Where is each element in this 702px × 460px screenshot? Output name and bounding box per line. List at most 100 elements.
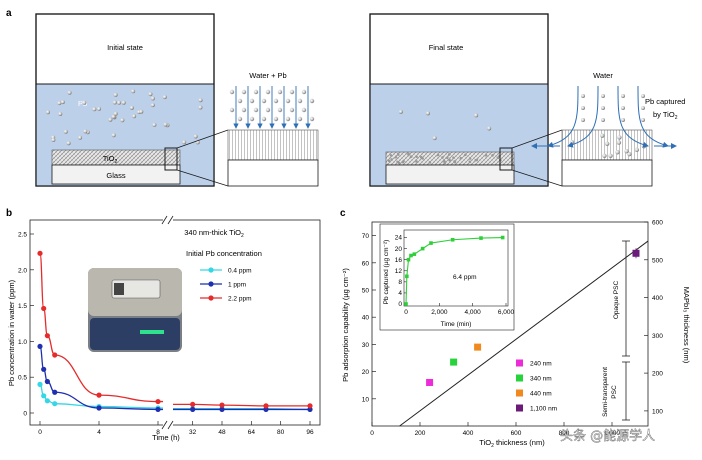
glass-label: Glass [106, 171, 125, 180]
captured-particle [447, 153, 451, 156]
pb-particle [265, 107, 271, 113]
pb-particle [121, 100, 126, 105]
y2-tick-label: 500 [652, 257, 663, 264]
data-point-1 ppm [37, 343, 43, 350]
y-tick-label: 60 [362, 260, 370, 267]
zoom-line-top [176, 129, 229, 149]
axis-break-mark [161, 215, 168, 225]
inset-ylabel: Pb captured (µg cm⁻²) [383, 240, 390, 305]
pb-particle [241, 89, 247, 95]
panel-label-a: a [6, 8, 12, 19]
inset-x-tick-label: 4,000 [465, 309, 482, 316]
data-point-2.2 ppm [41, 305, 47, 312]
captured-particle [468, 160, 472, 164]
data-point-0.4 ppm [37, 381, 43, 387]
data-point-2.2 ppm [44, 333, 50, 339]
chart-c-frame [371, 221, 649, 427]
pb-particle [57, 101, 62, 106]
legend-marker-240 nm [516, 359, 523, 367]
data-point-1 ppm [190, 406, 196, 413]
inset-data-point [405, 274, 409, 279]
pb-particle [487, 126, 492, 131]
final-state-beaker: Final state [369, 13, 563, 187]
pb-particle [301, 107, 307, 113]
inset-y-tick-label: 4 [398, 290, 402, 297]
zoom-line-bottom-final [511, 169, 563, 187]
pb-particle [111, 133, 116, 138]
legend-label: 440 nm [530, 391, 552, 398]
watermark: 头条 @能源学人 [560, 428, 655, 444]
pb-particle [150, 96, 155, 101]
legend-marker-0.4 ppm [208, 267, 214, 273]
pb-particle [425, 111, 430, 116]
pb-captured-label-1: Pb captured [645, 97, 685, 106]
captured-particle [616, 140, 622, 145]
pb-particle [112, 100, 117, 105]
inset-data-point [420, 246, 425, 251]
pb-particle [58, 111, 63, 116]
captured-particle [428, 161, 432, 164]
inset-x-tick-label: 6,000 [498, 309, 515, 316]
psc-brackets: Opaque PSC Semi-transparent PSC [602, 240, 630, 421]
captured-particle [387, 159, 391, 163]
data-point-2.2 ppm [219, 402, 225, 408]
pb-particle [113, 92, 118, 97]
inset-note: 6.4 ppm [453, 274, 477, 281]
x-tick-label: 800 [559, 430, 570, 437]
pb-particle [285, 116, 291, 122]
semi-psc-label-1: Semi-transparent [602, 367, 609, 417]
pb-particle [641, 106, 645, 110]
legend-label: 2.2 ppm [228, 296, 252, 303]
inset-data-point [500, 235, 505, 240]
pb-particles-initial [46, 89, 203, 146]
pb-captured-label-2: by TiO2 [653, 110, 678, 121]
legend-label: 1,100 nm [530, 406, 557, 413]
zoom-detail-initial: Water + Pb [227, 71, 319, 187]
data-point-440 nm [474, 343, 482, 351]
chart-b-frame [29, 219, 321, 426]
pb-particle [60, 100, 65, 105]
captured-particle [453, 160, 457, 164]
y-tick-label: 1.0 [18, 339, 27, 346]
legend-b-title: Initial Pb concentration [186, 249, 262, 258]
data-point-240 nm [426, 378, 434, 386]
glass-substrate-initial [51, 164, 181, 185]
tio2-pores-detail [227, 129, 319, 161]
final-beaker-frame [369, 13, 549, 187]
glass-detail [227, 159, 319, 187]
legend-b: 0.4 ppm 1 ppm 2.2 ppm [200, 267, 252, 303]
legend-marker-1,100 nm [516, 404, 523, 412]
captured-particle [604, 141, 610, 146]
captured-particle [617, 135, 622, 140]
x-tick-label: 64 [248, 429, 256, 436]
data-point-2.2 ppm [155, 398, 161, 405]
inset-y-tick-label: 24 [395, 235, 403, 242]
captured-particle [624, 149, 629, 154]
inset-chart: Pb captured (µg cm⁻²) Time (min) 6.4 ppm… [379, 223, 515, 331]
inset-y-tick-label: 8 [398, 279, 402, 286]
panel-b: b 340 nm-thick TiO2 Initial Pb concentra… [6, 208, 321, 442]
pb-particle [581, 94, 585, 98]
flow-arrow [547, 85, 579, 148]
captured-particle [396, 153, 400, 156]
panel-label-b: b [6, 208, 12, 219]
data-point-1 ppm [52, 389, 58, 395]
zoom-box-final [499, 147, 513, 171]
captured-particle [396, 160, 399, 164]
pb-particle [249, 98, 255, 104]
pb-particle [581, 118, 585, 122]
chart-c-ylabel-right: MAPbI₃ thickness (nm) [682, 287, 691, 364]
captured-particle [452, 156, 455, 160]
inset-axes: 0 2,000 4,000 6,000 0 4 8 12 16 20 24 [395, 235, 515, 316]
captured-particle [394, 155, 398, 159]
inset-data-point [412, 252, 417, 256]
pb-particle [261, 98, 267, 104]
initial-state-label: Initial state [107, 43, 143, 52]
legend-c: 240 nm 340 nm 440 nm 1,100 nm [516, 359, 557, 413]
pb-particle [261, 116, 267, 122]
inset-y-tick-label: 0 [398, 301, 402, 308]
pb-particle [83, 129, 88, 134]
pb-particle [621, 94, 625, 98]
data-point-1,100 nm [632, 249, 640, 257]
captured-particle [436, 153, 440, 157]
